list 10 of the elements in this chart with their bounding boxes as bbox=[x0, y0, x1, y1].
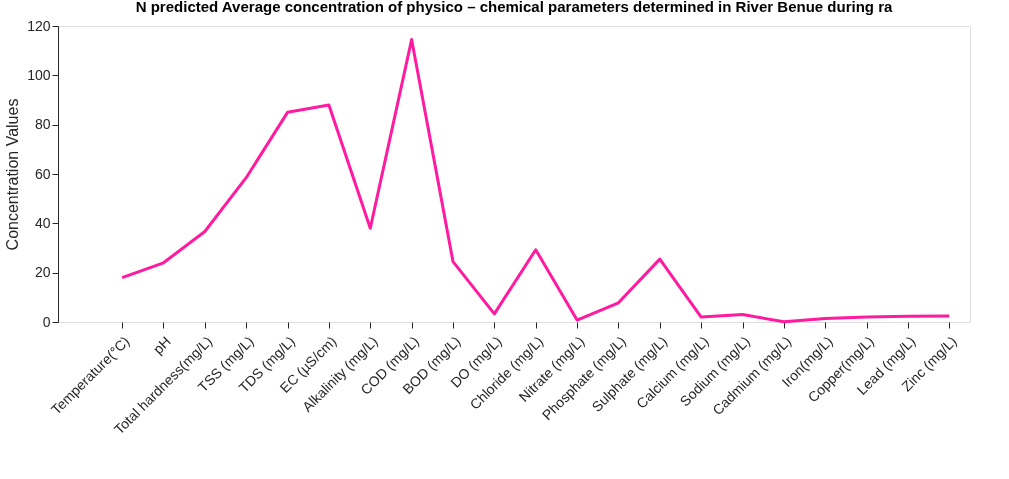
y-tick-label: 80 bbox=[34, 116, 51, 133]
line-series bbox=[120, 38, 951, 324]
y-tick-label: 40 bbox=[34, 214, 51, 231]
y-tick-label: 20 bbox=[34, 264, 51, 281]
y-tick-label: 60 bbox=[34, 165, 51, 182]
y-axis-title: Concentration Values bbox=[4, 98, 22, 251]
y-tick-label: 120 bbox=[27, 17, 51, 34]
y-tick-label: 0 bbox=[42, 313, 51, 330]
y-tick-label: 100 bbox=[27, 66, 51, 83]
chart-title: N predicted Average concentration of physico – chemical parameters determined in River Benue during ra bbox=[135, 0, 893, 15]
